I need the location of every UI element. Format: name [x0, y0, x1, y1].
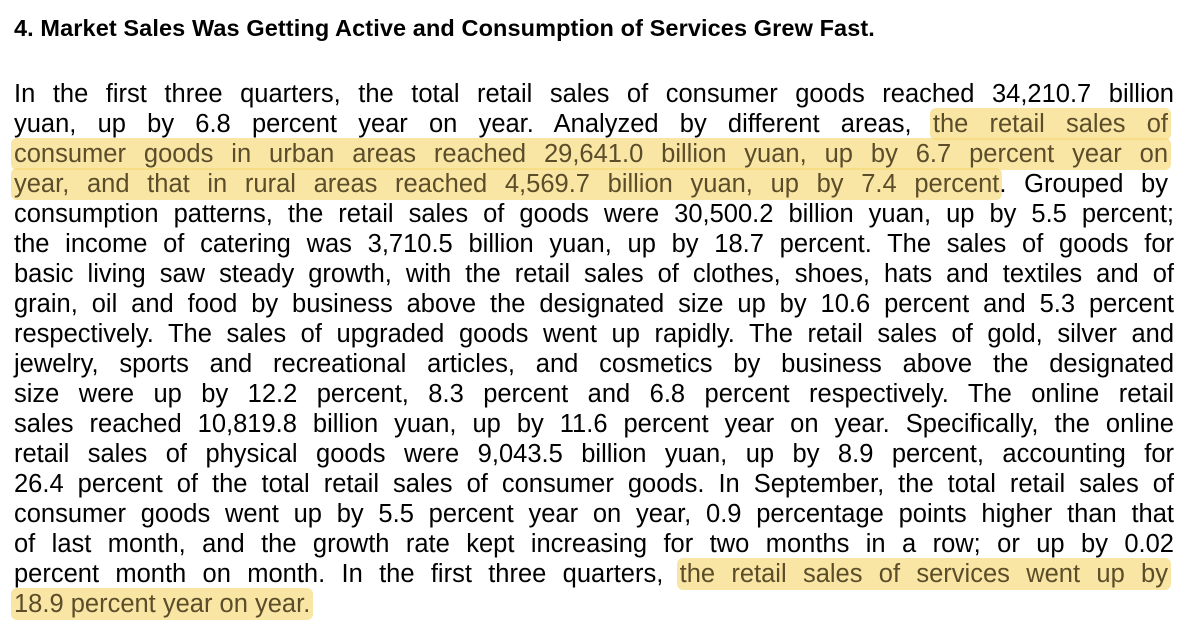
paragraph-line: year, and that in rural areas reached 4,… [11, 168, 1174, 200]
body-text-segment: basic living saw steady growth, with the… [14, 260, 1174, 288]
paragraph-line: consumer goods went up by 5.5 percent ye… [14, 499, 1174, 529]
body-text-segment: 26.4 percent of the total retail sales o… [14, 470, 1174, 498]
highlighted-text: consumer goods in urban areas reached 29… [11, 138, 1171, 170]
body-text-segment: size were up by 12.2 percent, 8.3 percen… [14, 380, 1174, 408]
paragraph-line: yuan, up by 6.8 percent year on year. An… [14, 108, 1174, 140]
body-text-segment: yuan, up by 6.8 percent year on year. An… [14, 110, 933, 138]
paragraph-line: consumption patterns, the retail sales o… [14, 199, 1174, 229]
highlighted-text: year, and that in rural areas reached 4,… [11, 168, 1003, 200]
paragraph-line: size were up by 12.2 percent, 8.3 percen… [14, 379, 1174, 409]
paragraph-line: jewelry, sports and recreational article… [14, 349, 1174, 379]
body-text-segment: sales reached 10,819.8 billion yuan, up … [14, 410, 1174, 438]
body-text-segment: In the first three quarters, the total r… [14, 80, 1174, 108]
body-text-segment: consumption patterns, the retail sales o… [14, 200, 1174, 228]
body-text-segment: retail sales of physical goods were 9,04… [14, 440, 1174, 468]
paragraph-line: of last month, and the growth rate kept … [14, 529, 1174, 559]
body-paragraph: In the first three quarters, the total r… [11, 79, 1174, 620]
paragraph-line: consumer goods in urban areas reached 29… [11, 138, 1174, 170]
paragraph-line: respectively. The sales of upgraded good… [14, 319, 1174, 349]
paragraph-line: the income of catering was 3,710.5 billi… [14, 229, 1174, 259]
paragraph-line: retail sales of physical goods were 9,04… [14, 439, 1174, 469]
body-text-segment: grain, oil and food by business above th… [14, 290, 1174, 318]
paragraph-line: percent month on month. In the first thr… [14, 558, 1174, 590]
section-heading: 4. Market Sales Was Getting Active and C… [14, 15, 875, 41]
body-text-segment: . Grouped by [999, 170, 1168, 198]
body-text-segment: respectively. The sales of upgraded good… [14, 320, 1174, 348]
body-text-segment: the income of catering was 3,710.5 billi… [14, 230, 1174, 258]
paragraph-line: 18.9 percent year on year. [11, 588, 1174, 620]
paragraph-line: 26.4 percent of the total retail sales o… [14, 469, 1174, 499]
paragraph-line: In the first three quarters, the total r… [14, 79, 1174, 109]
highlighted-text: the retail sales of [929, 108, 1171, 140]
paragraph-line: grain, oil and food by business above th… [14, 289, 1174, 319]
highlighted-text: 18.9 percent year on year. [11, 588, 314, 620]
body-text-segment: of last month, and the growth rate kept … [14, 530, 1174, 558]
highlighted-text: the retail sales of services went up by [676, 558, 1171, 590]
body-text-segment: jewelry, sports and recreational article… [14, 350, 1174, 378]
paragraph-line: sales reached 10,819.8 billion yuan, up … [14, 409, 1174, 439]
body-text-segment: percent month on month. In the first thr… [14, 560, 680, 588]
paragraph-line: basic living saw steady growth, with the… [14, 259, 1174, 289]
body-text-segment: consumer goods went up by 5.5 percent ye… [14, 500, 1174, 528]
